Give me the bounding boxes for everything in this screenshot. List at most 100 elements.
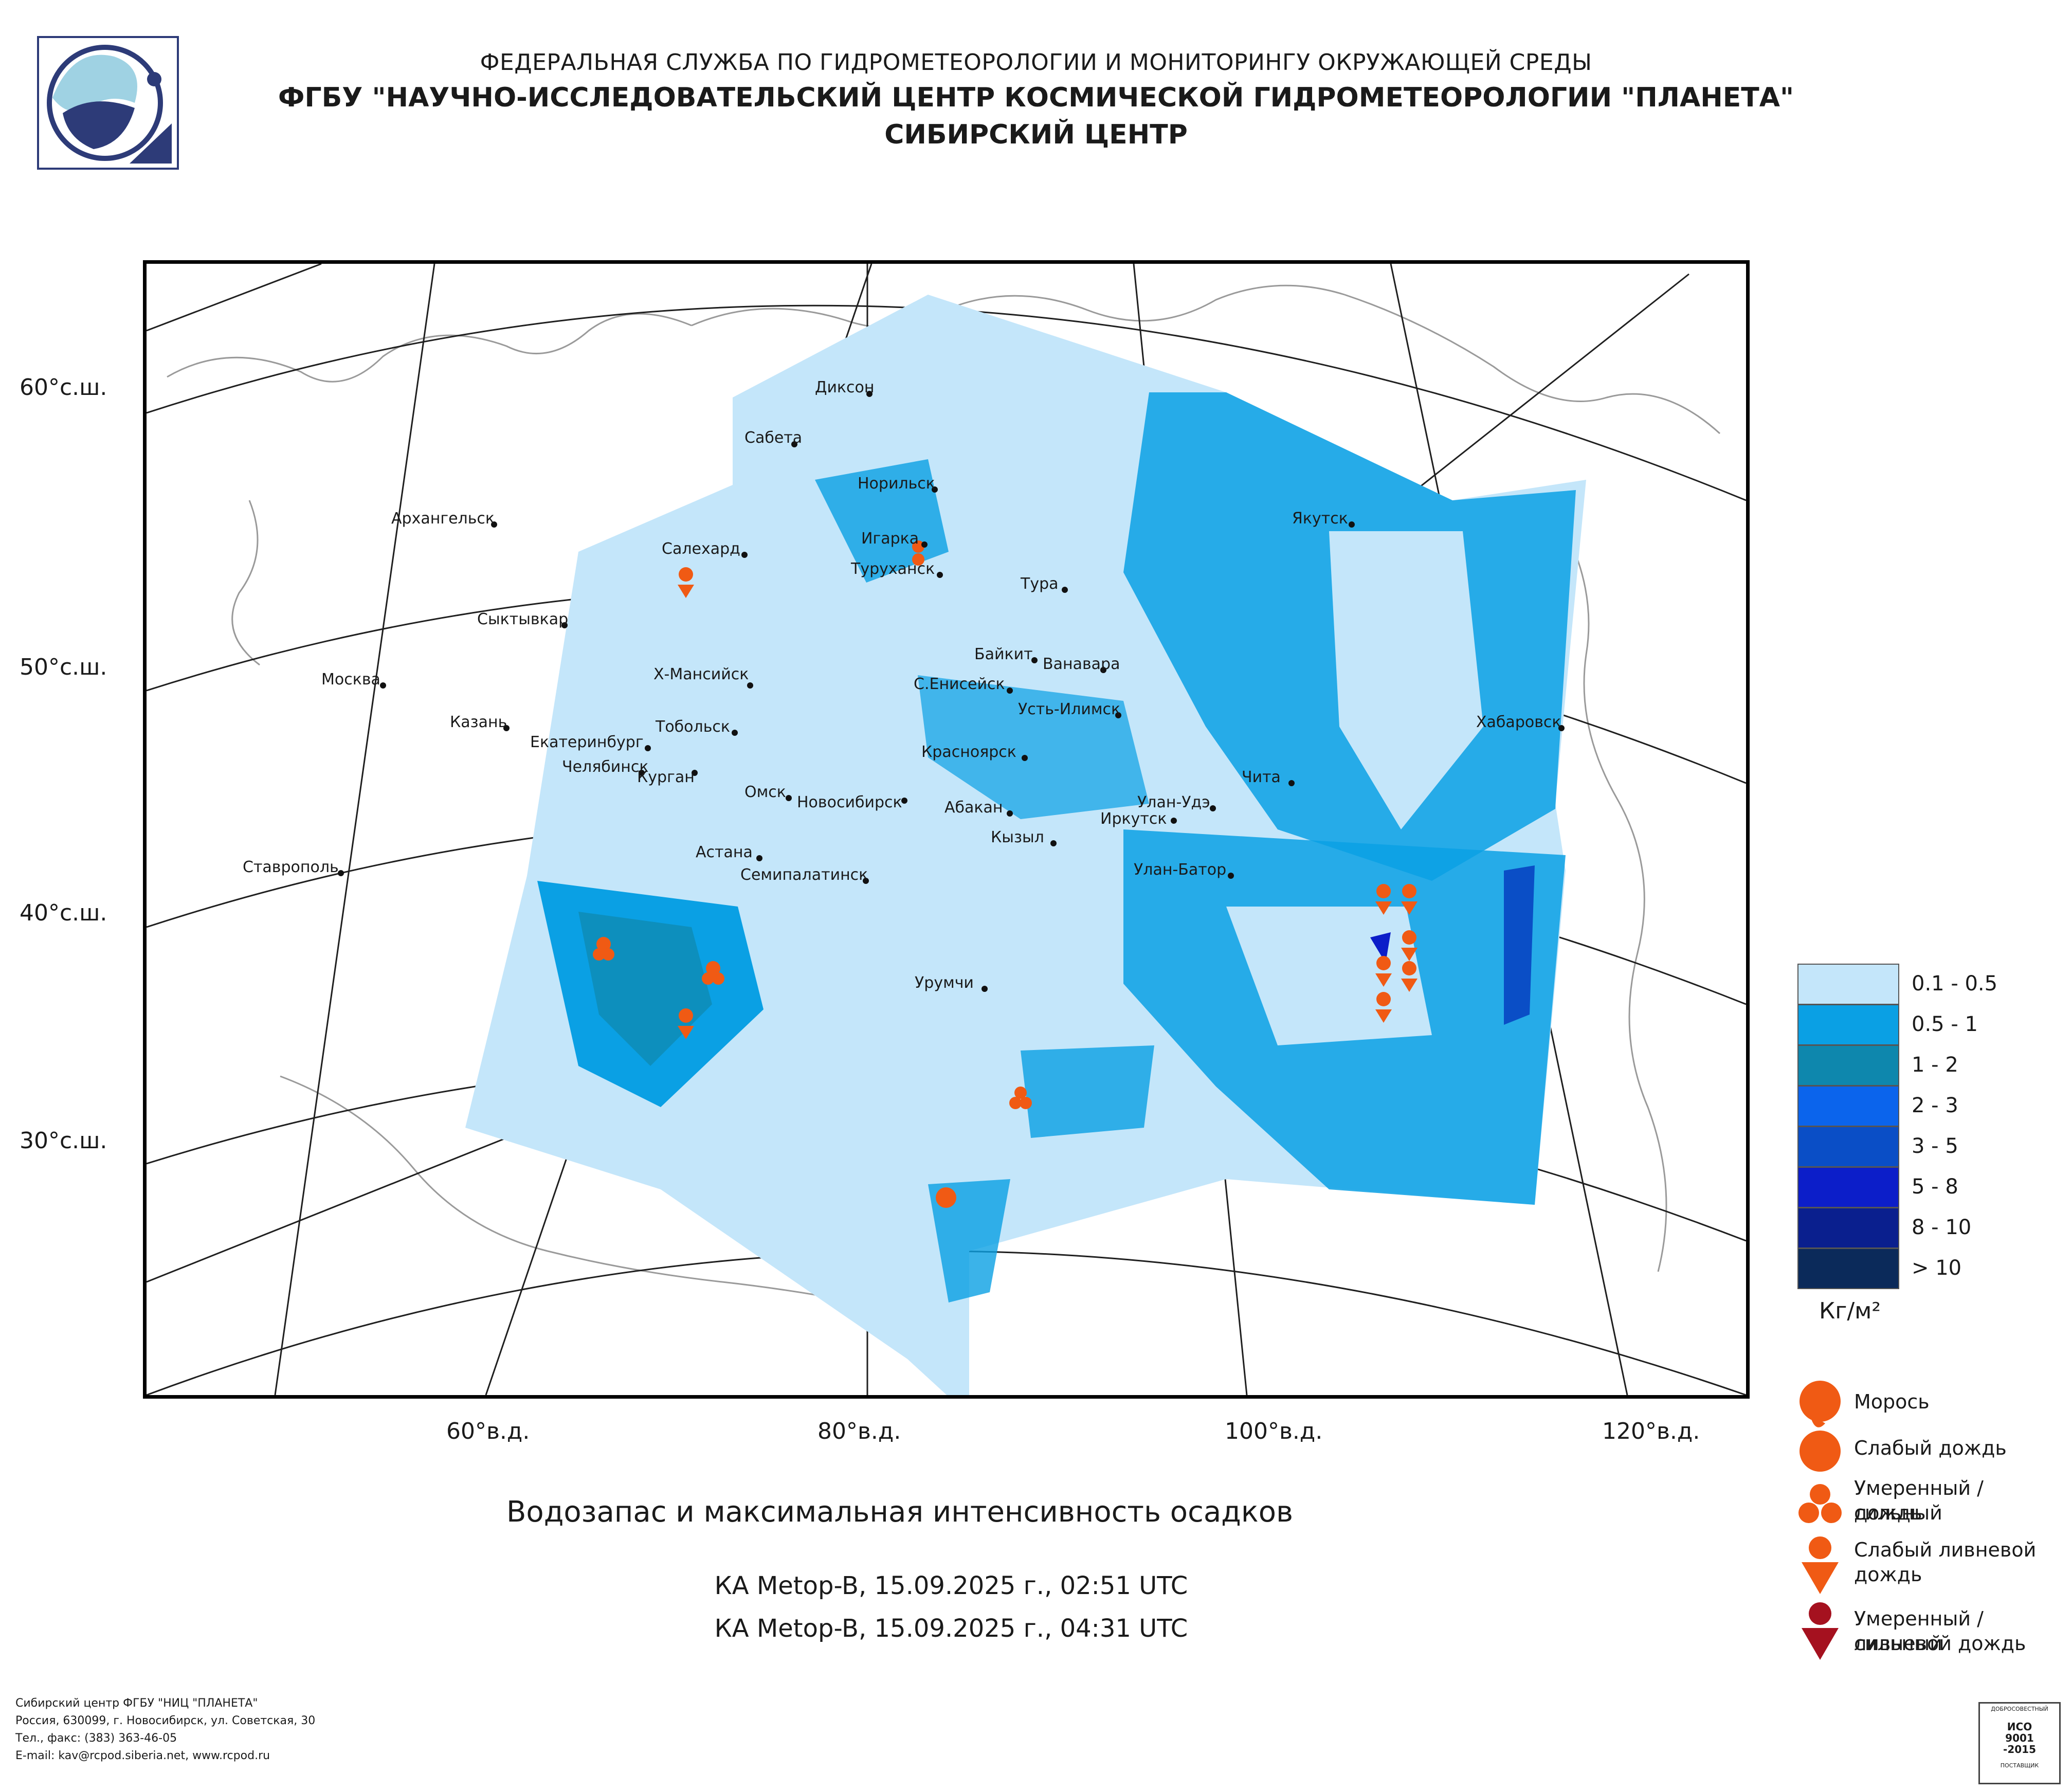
city-label: Тобольск xyxy=(656,718,731,736)
city-label: Урумчи xyxy=(915,974,974,992)
city-label: Норильск xyxy=(858,475,935,493)
symbol-label: дождь xyxy=(1854,1563,1922,1586)
city-label: Архангельск xyxy=(391,510,495,528)
footer-org: Сибирский центр ФГБУ "НИЦ "ПЛАНЕТА" xyxy=(15,1697,258,1710)
iso-badge: ДОБРОСОВЕСТНЫЙ ИСО 9001 -2015 ПОСТАВЩИК xyxy=(1978,1702,2061,1784)
city-label: Х-Мансийск xyxy=(653,665,749,683)
city-label: Усть-Илимск xyxy=(1018,700,1121,718)
footer-address: Россия, 630099, г. Новосибирск, ул. Сове… xyxy=(15,1714,316,1727)
legend-unit: Кг/м² xyxy=(1819,1298,1881,1324)
lon-label: 100°в.д. xyxy=(1225,1418,1323,1444)
planeta-logo xyxy=(37,36,179,170)
symbol-label: Слабый ливневой xyxy=(1854,1539,2037,1561)
city-label: Астана xyxy=(696,843,753,861)
lat-label: 40°с.ш. xyxy=(20,900,107,926)
symbol-label: ливневой дождь xyxy=(1854,1632,2026,1655)
light-rain-icon xyxy=(1800,1431,1841,1472)
city-label: Кызыл xyxy=(991,828,1044,846)
city-label: Хабаровск xyxy=(1476,713,1561,731)
drizzle-icon xyxy=(1800,1381,1841,1422)
city-dots xyxy=(338,391,1565,992)
lat-label: 60°с.ш. xyxy=(20,374,107,401)
legend-label: 1 - 2 xyxy=(1912,1053,1958,1077)
legend-label: 3 - 5 xyxy=(1912,1134,1958,1158)
city-label: Якутск xyxy=(1292,510,1348,528)
light-shower-icon xyxy=(1809,1536,1831,1559)
city-label: Семипалатинск xyxy=(740,866,868,884)
legend-swatch xyxy=(1797,1248,1899,1289)
footer-contacts: Сибирский центр ФГБУ "НИЦ "ПЛАНЕТА" Росс… xyxy=(15,1695,315,1765)
lat-label: 50°с.ш. xyxy=(20,654,107,680)
symbol-label: Умеренный / сильный xyxy=(1854,1607,1984,1655)
symbol-label: Умеренный / сильный xyxy=(1854,1477,1984,1524)
city-label: Новосибирск xyxy=(797,793,902,811)
city-label: Улан-Батор xyxy=(1134,861,1227,879)
precipitable-water-swath xyxy=(465,295,1586,1395)
header-center: СИБИРСКИЙ ЦЕНТР xyxy=(884,119,1188,150)
city-label: Казань xyxy=(450,713,507,731)
legend-label: 0.1 - 0.5 xyxy=(1912,972,1998,996)
city-label: Диксон xyxy=(815,378,875,396)
city-label: Челябинск xyxy=(562,758,649,776)
moderate-rain-icon xyxy=(1810,1484,1830,1505)
product-title: Водозапас и максимальная интенсивность о… xyxy=(506,1495,1293,1529)
precipitation-markers xyxy=(593,540,1417,1208)
city-label: Москва xyxy=(321,671,380,689)
legend-swatch xyxy=(1797,1045,1899,1086)
city-label: Салехард xyxy=(662,540,740,558)
footer-phone: Тел., факс: (383) 363-46-05 xyxy=(15,1732,177,1745)
legend-swatch xyxy=(1797,1207,1899,1249)
city-label: Чита xyxy=(1242,768,1281,786)
legend-label: 0.5 - 1 xyxy=(1912,1012,1978,1036)
city-label: Игарка xyxy=(861,530,919,548)
legend-label: 2 - 3 xyxy=(1912,1094,1958,1117)
city-label: Сабета xyxy=(744,429,803,447)
legend-swatch xyxy=(1797,1004,1899,1045)
symbol-icons xyxy=(1798,1381,1842,1660)
city-label: Ставрополь xyxy=(243,858,339,876)
legend-swatch xyxy=(1797,1086,1899,1127)
symbol-label: дождь xyxy=(1854,1501,1922,1524)
iso-badge-l2: 9001 xyxy=(2005,1732,2034,1744)
lon-label: 60°в.д. xyxy=(446,1418,530,1444)
satellite-pass: КА Metop-B, 15.09.2025 г., 02:51 UTC xyxy=(714,1571,1188,1600)
city-label: Улан-Удэ xyxy=(1137,793,1210,811)
city-label: С.Енисейск xyxy=(914,675,1005,693)
city-label: Красноярск xyxy=(921,743,1016,761)
iso-badge-bottom: ПОСТАВЩИК xyxy=(2000,1762,2039,1769)
city-label: Тура xyxy=(1021,575,1059,593)
marker-light-rain-large xyxy=(936,1187,956,1208)
city-label: Иркутск xyxy=(1100,810,1167,828)
city-label: Туруханск xyxy=(851,560,935,578)
city-label: Екатеринбург xyxy=(530,733,644,751)
legend-label: > 10 xyxy=(1912,1256,1962,1280)
legend-swatch xyxy=(1797,1126,1899,1167)
legend-swatch xyxy=(1797,964,1899,1005)
legend-label: 8 - 10 xyxy=(1912,1216,1972,1239)
city-label: Ванавара xyxy=(1043,655,1120,673)
symbol-label: Морось xyxy=(1854,1390,1930,1413)
header-agency: ФЕДЕРАЛЬНАЯ СЛУЖБА ПО ГИДРОМЕТЕОРОЛОГИИ … xyxy=(480,49,1592,76)
legend-label: 5 - 8 xyxy=(1912,1175,1958,1199)
iso-badge-l1: ИСО xyxy=(2007,1721,2032,1733)
lon-label: 80°в.д. xyxy=(817,1418,901,1444)
marker-light-rain xyxy=(912,540,924,553)
map-canvas xyxy=(147,264,1746,1395)
city-label: Курган xyxy=(637,768,695,786)
symbol-label: Слабый дождь xyxy=(1854,1437,2007,1459)
city-label: Байкит xyxy=(974,645,1033,663)
iso-badge-top: ДОБРОСОВЕСТНЫЙ xyxy=(1991,1706,2048,1712)
city-label: Омск xyxy=(744,783,786,801)
marker-showers xyxy=(679,567,693,582)
heavy-shower-icon xyxy=(1809,1602,1831,1625)
iso-badge-l3: -2015 xyxy=(2003,1743,2036,1756)
lon-label: 120°в.д. xyxy=(1602,1418,1700,1444)
lat-label: 30°с.ш. xyxy=(20,1128,107,1154)
legend-swatch xyxy=(1797,1167,1899,1208)
satellite-pass: КА Metop-B, 15.09.2025 г., 04:31 UTC xyxy=(714,1614,1188,1643)
city-label: Сыктывкар xyxy=(477,610,569,628)
land-outlines xyxy=(167,284,1721,1314)
marker-moderate-rain xyxy=(596,937,611,951)
map-frame: Диксон Сабета Норильск Архангельск Салех… xyxy=(143,260,1750,1399)
footer-email: E-mail: kav@rcpod.siberia.net, www.rcpod… xyxy=(15,1749,270,1762)
